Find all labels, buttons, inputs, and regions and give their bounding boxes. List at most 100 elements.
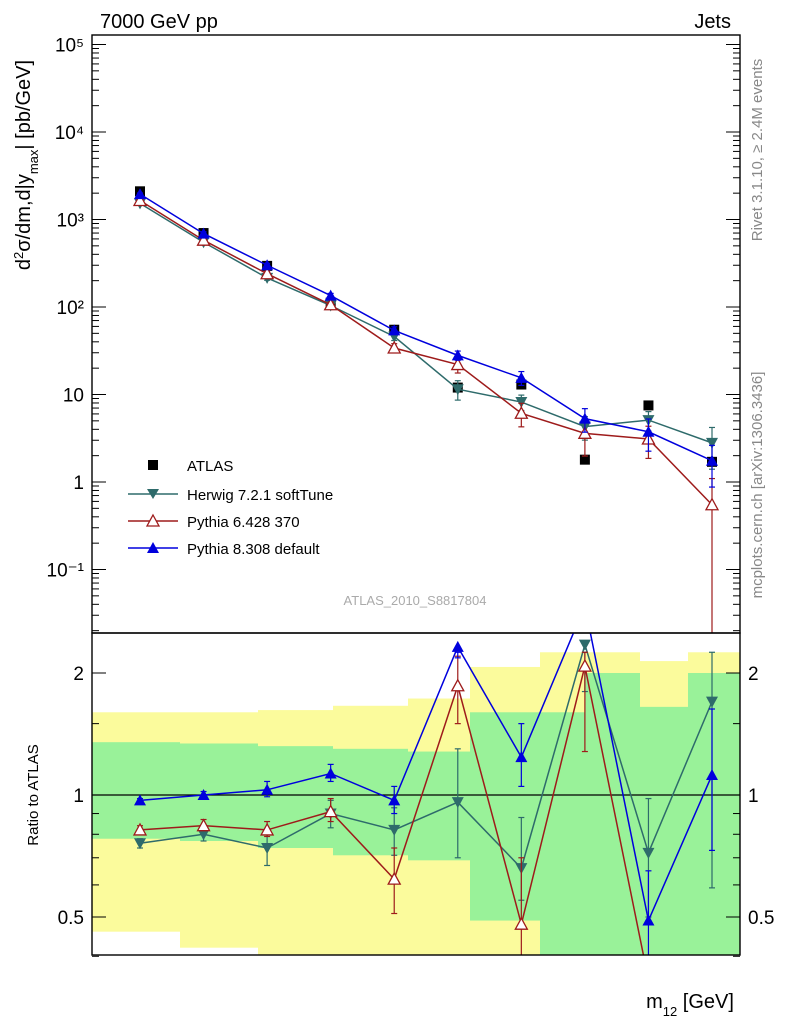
header-process-label: Jets xyxy=(694,11,731,33)
ratio-point-herwig-7-2-1-softtune-9 xyxy=(706,696,718,708)
ratio-point-pythia-8-308-default-0 xyxy=(134,794,146,806)
ratio-line-pythia-6-428-370 xyxy=(139,665,645,955)
ratio-point-herwig-7-2-1-softtune-1 xyxy=(197,829,210,841)
ratio-point-pythia-8-308-default-4 xyxy=(388,794,401,806)
watermark-label: ATLAS_2010_S8817804 xyxy=(344,593,487,608)
ratio-point-pythia-6-428-370-8 xyxy=(642,974,654,985)
ratio-point-herwig-7-2-1-softtune-2 xyxy=(261,842,274,854)
ratio-y-axis: 0.5 0.5 1 1 2 2 xyxy=(58,664,774,957)
legend-label-atlas: ATLAS xyxy=(187,458,233,475)
point-herwig-7-2-1-softtune-9 xyxy=(706,437,718,449)
point-pythia-8-308-default-5 xyxy=(451,349,464,361)
legend: ATLAS Herwig 7.2.1 softTune Pythia 6.428… xyxy=(128,458,333,558)
point-pythia-6-428-370-5 xyxy=(450,357,465,371)
ratio-point-pythia-8-308-default-7 xyxy=(579,600,591,611)
ratio-y-tick-label: 2 xyxy=(73,664,84,685)
rivet-version-label: Rivet 3.1.10, ≥ 2.4M events xyxy=(749,59,766,242)
ratio-panel-frame xyxy=(91,632,741,956)
point-pythia-6-428-370-7 xyxy=(577,425,592,439)
series-atlas xyxy=(135,186,717,467)
uncertainty-band-inner xyxy=(585,673,640,955)
main-y-tick-label: 1 xyxy=(73,473,84,494)
ratio-point-pythia-6-428-370-1 xyxy=(196,818,211,832)
series-line-pythia-8-308-default xyxy=(139,193,713,462)
point-herwig-7-2-1-softtune-6 xyxy=(515,397,528,409)
ratio-point-herwig-7-2-1-softtune-0 xyxy=(134,838,146,850)
ratio-point-pythia-6-428-370-4 xyxy=(387,871,402,885)
ratio-panel-plot-area xyxy=(92,600,740,985)
uncertainty-band-inner xyxy=(540,712,585,955)
ratio-point-pythia-6-428-370-3 xyxy=(323,804,338,818)
uncertainty-band-inner xyxy=(470,712,540,921)
legend-label-herwig: Herwig 7.2.1 softTune xyxy=(187,487,333,504)
x-axis-title: m12 [GeV] xyxy=(646,991,734,1019)
legend-entry-herwig: Herwig 7.2.1 softTune xyxy=(128,487,333,504)
ratio-point-pythia-6-428-370-7 xyxy=(577,658,592,672)
series-pythia-6-428-370 xyxy=(132,193,720,633)
point-atlas-8 xyxy=(643,400,654,411)
point-pythia-6-428-370-4 xyxy=(387,340,402,354)
main-y-axis: 10⁻¹ 1 10 10² 10³ 10⁴ 10⁵ xyxy=(47,36,740,632)
main-y-axis-title: d2σ/dm,d|ymax| [pb/GeV] xyxy=(11,60,41,270)
ratio-point-pythia-8-308-default-6 xyxy=(515,751,528,763)
uncertainty-band-inner xyxy=(688,673,740,955)
ratio-point-pythia-8-308-default-1 xyxy=(197,789,210,800)
ratio-y-axis-title: Ratio to ATLAS xyxy=(25,744,42,845)
ratio-point-pythia-8-308-default-5 xyxy=(451,640,464,652)
ratio-line-pythia-8-308-default xyxy=(139,633,713,924)
point-pythia-6-428-370-0 xyxy=(132,193,148,207)
ratio-panel: 0.5 0.5 1 1 2 2 Ratio to ATLAS m12 [GeV] xyxy=(25,600,774,1019)
point-pythia-8-308-default-8 xyxy=(642,425,655,437)
main-y-tick-label: 10 xyxy=(63,386,84,407)
ratio-series-pythia-8-308-default xyxy=(134,600,718,955)
series-line-herwig-7-2-1-softtune xyxy=(139,202,713,444)
ratio-point-herwig-7-2-1-softtune-4 xyxy=(388,824,401,836)
point-pythia-6-428-370-6 xyxy=(514,405,529,419)
main-y-tick-label: 10³ xyxy=(57,211,84,232)
point-herwig-7-2-1-softtune-5 xyxy=(451,384,464,396)
point-atlas-7 xyxy=(579,454,590,465)
legend-entry-pythia6: Pythia 6.428 370 xyxy=(128,513,300,531)
point-pythia-6-428-370-2 xyxy=(260,266,275,280)
main-y-tick-label: 10⁵ xyxy=(55,36,84,57)
point-pythia-8-308-default-9 xyxy=(706,454,718,466)
ratio-point-herwig-7-2-1-softtune-5 xyxy=(451,797,464,809)
main-y-tick-label: 10⁻¹ xyxy=(47,561,85,582)
point-pythia-6-428-370-9 xyxy=(704,497,720,511)
ratio-point-pythia-8-308-default-3 xyxy=(324,767,337,779)
point-pythia-8-308-default-6 xyxy=(515,371,528,383)
legend-entry-pythia8: Pythia 8.308 default xyxy=(128,541,320,558)
legend-label-pythia8: Pythia 8.308 default xyxy=(187,541,320,558)
ratio-y-tick-label-right: 0.5 xyxy=(748,908,774,929)
ratio-point-pythia-8-308-default-2 xyxy=(261,783,274,795)
point-pythia-8-308-default-0 xyxy=(134,188,146,200)
ratio-y-tick-label: 1 xyxy=(73,786,84,807)
legend-entry-atlas: ATLAS xyxy=(148,458,233,475)
ratio-point-pythia-8-308-default-8 xyxy=(642,914,655,926)
ratio-point-herwig-7-2-1-softtune-7 xyxy=(578,639,591,651)
mcplots-reference-label: mcplots.cern.ch [arXiv:1306.3436] xyxy=(749,372,766,599)
ratio-series-pythia-6-428-370 xyxy=(132,651,654,985)
ratio-point-pythia-8-308-default-9 xyxy=(706,769,718,781)
ratio-point-pythia-6-428-370-2 xyxy=(260,822,275,836)
legend-label-pythia6: Pythia 6.428 370 xyxy=(187,514,300,531)
main-y-tick-label: 10² xyxy=(57,298,84,319)
point-pythia-6-428-370-3 xyxy=(323,297,338,311)
ratio-point-pythia-6-428-370-0 xyxy=(132,822,148,836)
ratio-point-pythia-6-428-370-6 xyxy=(514,916,529,930)
ratio-point-herwig-7-2-1-softtune-8 xyxy=(642,847,655,859)
point-pythia-8-308-default-7 xyxy=(578,412,591,424)
series-line-pythia-6-428-370 xyxy=(139,199,713,506)
point-pythia-8-308-default-3 xyxy=(324,289,337,301)
main-panel-plot-area xyxy=(132,186,720,633)
uncertainty-band-inner xyxy=(640,706,688,955)
ratio-y-tick-label-right: 1 xyxy=(748,786,759,807)
point-pythia-8-308-default-2 xyxy=(261,259,274,271)
point-pythia-8-308-default-4 xyxy=(388,324,401,336)
header-energy-label: 7000 GeV pp xyxy=(100,11,218,33)
ratio-line-herwig-7-2-1-softtune xyxy=(139,641,713,870)
ratio-y-tick-label-right: 2 xyxy=(748,664,759,685)
ratio-y-tick-label: 0.5 xyxy=(58,908,84,929)
